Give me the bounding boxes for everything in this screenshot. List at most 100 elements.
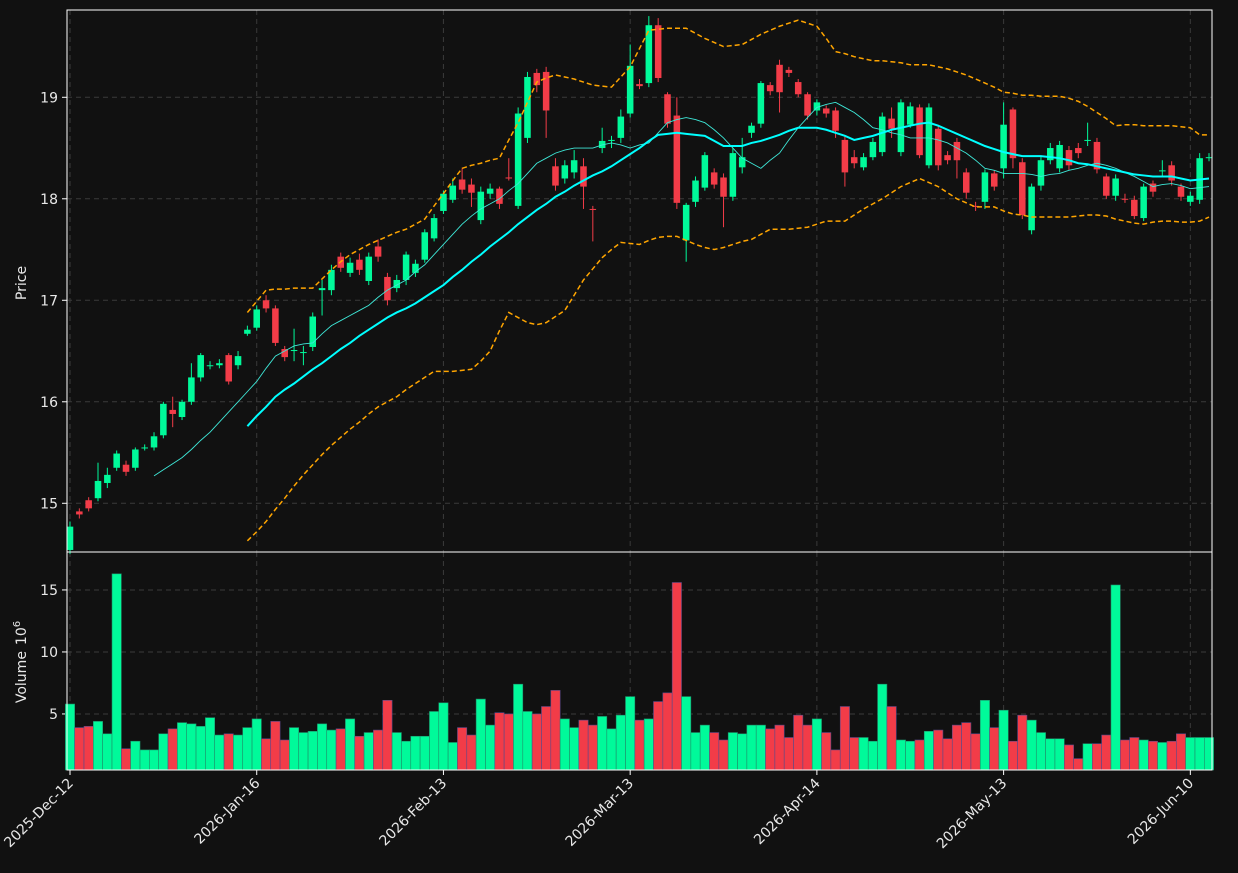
volume-label: Volume: [14, 651, 30, 703]
volume-bar: [419, 735, 430, 771]
volume-bar: [606, 728, 617, 771]
volume-bar: [522, 711, 533, 771]
volume-bar: [345, 718, 356, 771]
volume-bar: [1045, 738, 1056, 771]
volume-bar: [858, 737, 869, 771]
candle-body: [374, 246, 382, 257]
volume-bar: [783, 737, 794, 771]
candle-body: [850, 157, 858, 164]
candle-body: [76, 511, 83, 515]
y-tick-label: 19: [40, 90, 58, 106]
candle-body: [113, 453, 120, 468]
candle-body: [412, 263, 419, 273]
candle-body: [701, 155, 709, 188]
y-tick-label: 15: [40, 496, 58, 512]
candle-body: [1065, 150, 1073, 166]
volume-bar: [998, 709, 1009, 771]
candle-body: [1140, 186, 1147, 219]
candle-body: [524, 76, 531, 138]
volume-bar: [121, 748, 131, 771]
candle-body: [776, 64, 783, 93]
candle-body: [318, 288, 326, 291]
volume-bar: [1166, 740, 1177, 771]
volume-bar: [1185, 737, 1196, 771]
candle-body: [234, 356, 242, 366]
volume-bar: [102, 733, 113, 771]
candle-body: [944, 155, 951, 161]
volume-bar: [158, 733, 169, 771]
candle-body: [1205, 157, 1213, 159]
volume-bar: [289, 727, 300, 771]
volume-bar: [625, 696, 636, 771]
volume-bar: [466, 734, 477, 771]
volume-bar: [130, 740, 141, 771]
volume-bar: [1091, 743, 1102, 771]
volume-bar: [597, 716, 608, 771]
volume-bar: [821, 732, 832, 771]
candle-body: [598, 140, 606, 149]
indicator-line: [246, 19, 1209, 313]
candle-body: [253, 309, 260, 328]
candle-body: [720, 177, 727, 197]
candle-body: [757, 83, 765, 124]
y-tick-label: 16: [40, 395, 58, 411]
x-tick-label: 2026-Apr-14: [751, 775, 824, 848]
volume-bar: [139, 749, 150, 771]
volume-bar: [1110, 584, 1121, 771]
volume-bar: [559, 718, 570, 771]
candle-body: [1093, 141, 1101, 170]
volume-bar: [1082, 743, 1093, 771]
candle-body: [188, 377, 195, 402]
x-tick-label: 2026-Jan-16: [191, 775, 263, 847]
candle-body: [384, 276, 391, 301]
volume-bar: [335, 728, 346, 771]
volume-bar: [1007, 740, 1018, 771]
candle-body: [766, 85, 774, 92]
volume-bar: [513, 683, 524, 771]
candle-body: [860, 157, 867, 168]
candle-body: [225, 355, 232, 382]
candle-body: [160, 403, 167, 436]
volume-bar: [1063, 744, 1074, 771]
candle-body: [1047, 148, 1054, 161]
candle-body: [169, 409, 176, 414]
candle-body: [981, 172, 989, 202]
candle-body: [664, 94, 671, 124]
candle-body: [869, 141, 877, 158]
y-tick-label: 18: [40, 192, 58, 208]
candle-body: [888, 118, 895, 129]
volume-bar: [503, 713, 514, 771]
volume-bar: [373, 729, 384, 771]
candle-body: [1131, 199, 1138, 217]
candle-body: [673, 115, 681, 203]
candle-body: [1037, 160, 1045, 186]
x-tick-label: 2026-May-13: [934, 776, 1011, 853]
candle-body: [458, 179, 466, 190]
candle-body: [617, 116, 625, 138]
x-tick-label: 2026-Jun-10: [1125, 776, 1197, 848]
volume-bar: [951, 724, 962, 771]
volume-bar: [1017, 714, 1028, 771]
candle-body: [1028, 186, 1035, 231]
candle-body: [748, 125, 755, 133]
volume-bar: [1101, 734, 1112, 771]
volume-bar: [541, 706, 552, 771]
volume-bar: [279, 739, 290, 771]
volume-bar: [802, 724, 813, 771]
candle-body: [832, 110, 839, 131]
candle-body: [533, 72, 541, 86]
candle-body: [1000, 124, 1007, 169]
volume-bar: [877, 683, 888, 771]
volume-bar: [214, 734, 225, 771]
candle-body: [514, 113, 522, 206]
candle-body: [66, 526, 74, 550]
candle-body: [738, 157, 746, 168]
candle-body: [85, 500, 92, 509]
volume-bar: [989, 727, 1000, 771]
volume-bar: [709, 732, 720, 771]
volume-bar: [615, 714, 626, 771]
candle-body: [262, 300, 270, 309]
volume-bar: [74, 727, 85, 771]
candle-body: [654, 25, 662, 79]
